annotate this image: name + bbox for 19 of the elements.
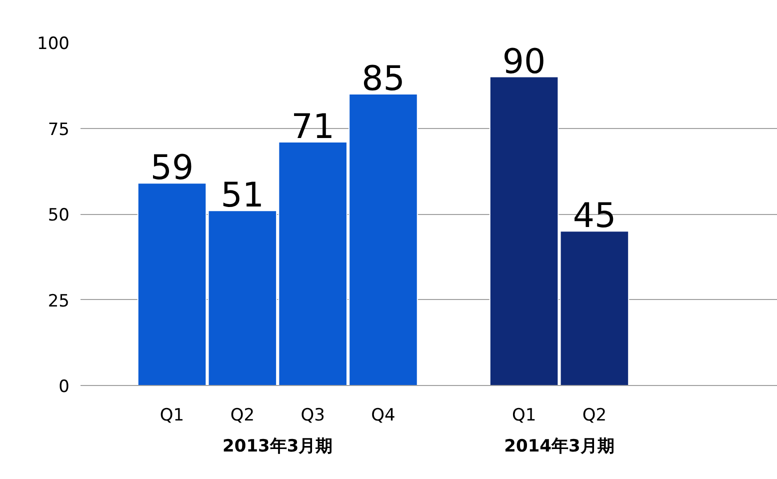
y-tick-label: 75 bbox=[48, 120, 70, 140]
y-tick-label: 50 bbox=[48, 206, 70, 226]
text: 2014年3月期 bbox=[504, 436, 614, 456]
y-tick-label: 100 bbox=[37, 34, 70, 54]
x-tick-label: Q2 bbox=[230, 406, 255, 426]
data-label: 71 bbox=[291, 106, 334, 147]
data-label: 59 bbox=[150, 148, 194, 188]
data-label: 45 bbox=[572, 196, 616, 236]
x-tick-label: Q1 bbox=[512, 406, 536, 426]
x-tick-label: Q2 bbox=[582, 406, 607, 426]
x-tick-label: Q4 bbox=[371, 406, 396, 426]
x-tick-label: Q3 bbox=[300, 406, 325, 426]
data-label: 85 bbox=[362, 58, 405, 99]
x-tick-label: Q1 bbox=[160, 406, 184, 426]
y-tick-label: 25 bbox=[48, 291, 70, 312]
y-tick-label: 0 bbox=[58, 377, 70, 397]
data-label: 51 bbox=[220, 176, 264, 216]
data-label: 90 bbox=[502, 42, 546, 82]
text: 2013年3月期 bbox=[222, 436, 333, 456]
